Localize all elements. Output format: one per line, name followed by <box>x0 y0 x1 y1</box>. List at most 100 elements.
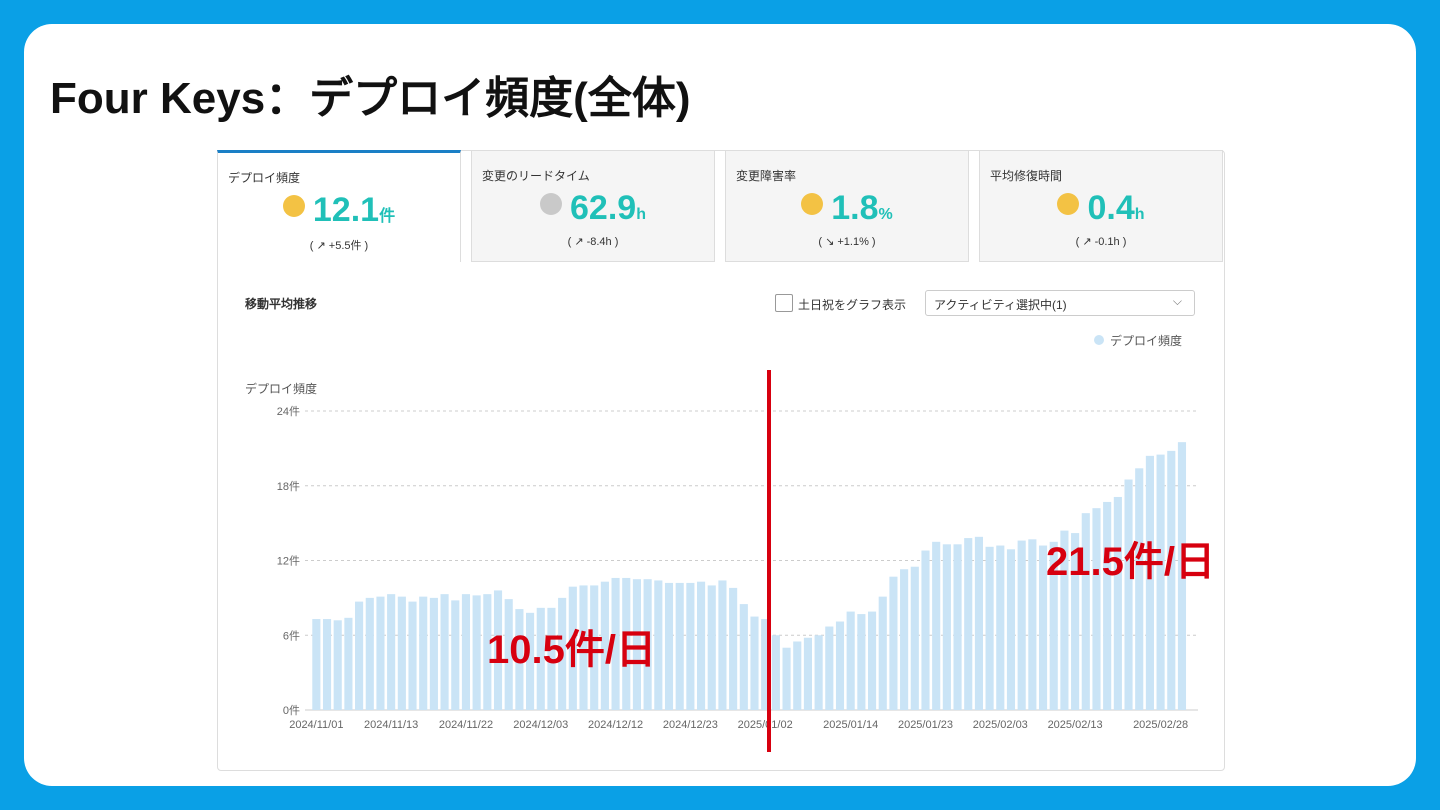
bar <box>771 635 780 710</box>
checkbox-label[interactable]: 土日祝をグラフ表示 <box>798 298 907 312</box>
bar <box>1038 545 1048 710</box>
bar <box>579 585 588 710</box>
bar <box>1017 540 1026 710</box>
bar <box>493 590 503 710</box>
metric-tab[interactable]: 平均修復時間 0.4h ( ↗ -0.1h ) <box>979 150 1223 262</box>
bar <box>825 626 834 710</box>
bar <box>1006 549 1016 710</box>
bar <box>643 579 652 710</box>
annotation: 21.5件/日 <box>1046 540 1215 584</box>
bar <box>1092 508 1101 710</box>
bar <box>846 611 855 710</box>
section-title: 移動平均推移 <box>245 297 318 311</box>
bar <box>365 597 374 710</box>
x-tick-label: 2025/01/23 <box>898 719 953 731</box>
checkbox[interactable] <box>775 294 793 312</box>
bar <box>344 617 353 710</box>
metric-name: 変更のリードタイム <box>482 169 590 183</box>
bar <box>900 569 909 710</box>
dropdown[interactable]: アクティビティ選択中(1) ⌵ <box>925 290 1195 316</box>
bar <box>814 635 823 710</box>
bar <box>1071 533 1080 710</box>
metric-tab[interactable]: デプロイ頻度 12.1件 ( ↗ +5.5件 ) <box>217 150 461 262</box>
bar <box>1177 442 1187 710</box>
badge-icon <box>540 193 563 215</box>
metric-unit: h <box>1134 206 1145 223</box>
bar <box>408 601 417 710</box>
metric-value: 62.9 <box>570 189 637 227</box>
metric-change: ( ↘ +1.1% ) <box>818 236 876 248</box>
metric-tab[interactable]: 変更障害率 1.8% ( ↘ +1.1% ) <box>725 150 969 262</box>
bar <box>793 641 802 710</box>
metric-unit: 件 <box>379 208 396 225</box>
bar <box>504 599 513 710</box>
bar <box>750 616 759 710</box>
badge-icon <box>801 193 824 215</box>
bar <box>889 576 898 710</box>
bar <box>419 596 428 710</box>
bar <box>1124 479 1133 710</box>
metric-tab[interactable]: 変更のリードタイム 62.9h ( ↗ -8.4h ) <box>471 150 715 262</box>
bar <box>355 601 364 710</box>
bar <box>867 611 877 710</box>
bar <box>376 596 385 710</box>
bar <box>654 580 663 710</box>
bar <box>857 614 866 710</box>
dropdown-text: アクティビティ選択中(1) <box>934 298 1067 312</box>
bar <box>1103 501 1112 710</box>
bar <box>387 594 396 710</box>
bar <box>953 544 962 710</box>
metric-value-row: 62.9h <box>472 189 714 228</box>
y-axis-label: デプロイ頻度 <box>245 381 317 396</box>
slide-title: Four Keys：デプロイ頻度(全体) <box>50 74 691 123</box>
bar <box>697 581 706 710</box>
bar <box>440 594 449 710</box>
metric-change: ( ↗ -8.4h ) <box>567 236 619 248</box>
bar <box>921 550 930 710</box>
bar <box>1167 450 1176 710</box>
bar <box>461 594 471 710</box>
bar <box>996 545 1005 710</box>
bar <box>558 597 567 710</box>
bar <box>910 566 919 710</box>
bar <box>878 596 887 710</box>
metric-value: 1.8 <box>831 189 879 227</box>
bar <box>664 582 674 710</box>
bar <box>675 582 684 710</box>
y-tick-label: 0件 <box>283 704 300 717</box>
x-tick-label: 2025/02/28 <box>1133 719 1188 731</box>
legend-swatch <box>1094 335 1104 345</box>
metric-value-row: 1.8% <box>726 189 968 228</box>
bar <box>451 600 460 710</box>
bar <box>803 637 812 710</box>
bar <box>729 587 738 710</box>
y-tick-label: 6件 <box>283 629 300 642</box>
bar <box>985 546 994 710</box>
bar <box>942 544 951 710</box>
bar <box>397 596 406 710</box>
bar <box>333 620 342 710</box>
metric-name: デプロイ頻度 <box>228 171 301 185</box>
x-tick-label: 2024/11/01 <box>289 719 343 731</box>
bar <box>472 595 481 710</box>
bar <box>739 604 748 710</box>
x-tick-label: 2024/11/22 <box>439 719 493 731</box>
metric-value-row: 12.1件 <box>218 191 460 230</box>
bar <box>1156 454 1165 710</box>
x-tick-label: 2024/11/13 <box>364 719 418 731</box>
bar <box>622 577 631 710</box>
bar <box>611 577 620 710</box>
badge-icon <box>1057 193 1080 215</box>
bar <box>835 621 845 710</box>
bar <box>312 619 321 710</box>
bar <box>1113 496 1122 710</box>
x-tick-label: 2025/02/13 <box>1048 719 1103 731</box>
x-tick-label: 2024/12/23 <box>663 719 718 731</box>
x-tick-label: 2025/01/02 <box>738 719 793 731</box>
bar <box>483 594 492 710</box>
badge-icon <box>282 195 305 217</box>
metric-change: ( ↗ +5.5件 ) <box>309 240 369 252</box>
metric-unit: h <box>636 206 646 223</box>
